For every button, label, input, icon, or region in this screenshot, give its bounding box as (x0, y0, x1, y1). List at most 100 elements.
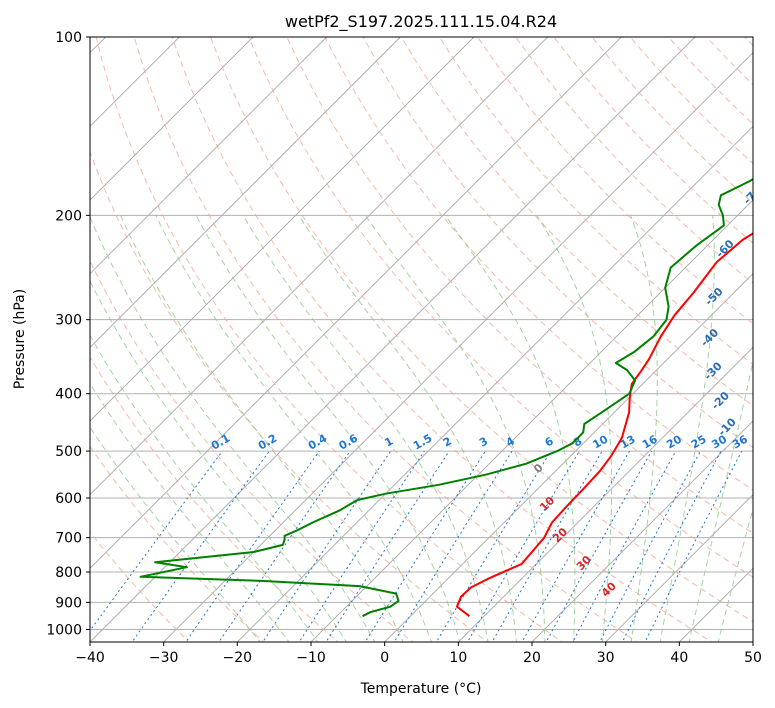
mixing-ratio-label: 0.4 (306, 431, 330, 452)
isotherm-line (90, 37, 254, 201)
x-tick-label: 20 (523, 650, 541, 666)
mixing-ratio-label: 3 (477, 435, 490, 450)
dry-adiabat-line (133, 37, 638, 642)
mixing-ratio-label: 10 (591, 432, 611, 451)
isotherm-line (90, 37, 328, 275)
moist-adiabat-label: 20 (550, 525, 570, 545)
x-tick-label: 30 (597, 650, 615, 666)
mixing-ratio-line (572, 450, 677, 642)
mixing-ratio-line (545, 450, 653, 642)
isotherm-line (605, 493, 753, 642)
dry-adiabat-line (90, 356, 339, 642)
moist-adiabat-line (90, 382, 290, 642)
y-tick-label: 400 (55, 387, 82, 403)
x-tick-label: 40 (670, 650, 688, 666)
moist-adiabat-line (630, 215, 658, 642)
mixing-ratio-label: 20 (664, 432, 684, 451)
x-tick-label: −30 (149, 650, 179, 666)
dry-adiabat-line (553, 37, 753, 244)
isotherm-line (310, 199, 753, 642)
dry-adiabat-label: -20 (709, 389, 732, 412)
y-tick-label: 100 (55, 30, 82, 46)
mixing-ratio-label: 1 (382, 435, 395, 450)
x-tick-label: −40 (75, 650, 105, 666)
dry-adiabat-line (324, 37, 753, 491)
mixing-ratio-label: 6 (543, 434, 556, 449)
x-tick-label: 10 (449, 650, 467, 666)
mixing-ratio-line (218, 450, 351, 642)
isotherm-line (236, 125, 753, 642)
dry-adiabat-line (90, 445, 265, 642)
isotherm-line (90, 37, 622, 570)
moist-adiabat-line (444, 215, 576, 642)
mixing-ratio-line (90, 450, 223, 632)
x-axis-label: Temperature (°C) (360, 681, 482, 697)
mixing-ratio-line (435, 450, 552, 642)
moist-adiabat-label: 10 (537, 494, 557, 514)
y-axis-label: Pressure (hPa) (12, 289, 28, 389)
x-tick-label: −20 (223, 650, 253, 666)
mixing-ratio-line (521, 450, 630, 642)
y-tick-label: 1000 (46, 622, 82, 638)
isotherm-line (90, 37, 475, 422)
mixing-ratio-label: 2 (441, 435, 454, 450)
isotherm-line (678, 567, 753, 642)
mixing-ratio-label: 1.5 (411, 432, 434, 453)
y-tick-label: 600 (55, 491, 82, 507)
y-tick-label: 800 (55, 565, 82, 581)
mixing-ratio-line (364, 450, 486, 642)
dry-adiabat-line (171, 37, 713, 642)
isotherm-line (90, 37, 401, 349)
moist-adiabat-line (536, 215, 613, 642)
temperature-profile-line (455, 232, 753, 617)
isotherm-line (90, 37, 696, 642)
mixing-ratio-line (393, 450, 513, 642)
dry-adiabat-line (248, 37, 753, 578)
chart-title: wetPf2_S197.2025.111.15.04.R24 (285, 12, 557, 32)
dry-adiabat-label: -40 (698, 326, 721, 349)
isotherm-line (384, 272, 753, 642)
moist-adiabat-line (90, 215, 376, 642)
isotherm-line (163, 51, 753, 642)
series-lines (139, 177, 753, 618)
dry-adiabat-line (90, 150, 489, 642)
moist-adiabat-line (364, 215, 546, 642)
isotherm-line (752, 641, 753, 642)
moist-adiabat-label: 40 (599, 579, 619, 599)
moist-adiabat-label: 30 (574, 553, 594, 573)
mixing-ratio-line (131, 450, 270, 642)
y-tick-label: 200 (55, 208, 82, 224)
x-tick-label: −10 (296, 650, 326, 666)
x-tick-label: 50 (744, 650, 762, 666)
mixing-ratio-label: 16 (640, 432, 660, 451)
dry-adiabat-label: -80 (762, 140, 775, 163)
y-tick-label: 700 (55, 531, 82, 547)
x-tick-label: 0 (380, 650, 389, 666)
moist-adiabat-line (90, 279, 347, 642)
moist-adiabat-line (155, 215, 432, 642)
dry-adiabat-line (362, 37, 753, 449)
dry-adiabat-line (286, 37, 753, 534)
y-tick-label: 900 (55, 595, 82, 611)
dry-adiabat-line (744, 37, 753, 47)
dry-adiabat-line (90, 531, 190, 642)
moist-adiabat-line (90, 334, 319, 642)
moist-adiabat-line (659, 215, 715, 642)
dry-adiabat-line (210, 37, 753, 623)
moist-adiabat-line (90, 426, 261, 642)
mixing-ratio-line (599, 450, 701, 642)
dry-adiabat-line (400, 37, 753, 407)
dry-adiabat-line (95, 37, 564, 642)
dry-adiabat-line (438, 37, 753, 366)
dry-adiabat-line (477, 37, 753, 325)
mixing-ratio-line (325, 450, 450, 642)
mixing-ratio-line (644, 450, 743, 642)
y-tick-label: 500 (55, 444, 82, 460)
moist-adiabat-line (242, 215, 489, 642)
moist-adiabat-line (195, 215, 461, 642)
isotherm-line (531, 420, 753, 642)
dry-adiabat-line (90, 259, 414, 642)
dry-adiabat-line (515, 37, 753, 284)
